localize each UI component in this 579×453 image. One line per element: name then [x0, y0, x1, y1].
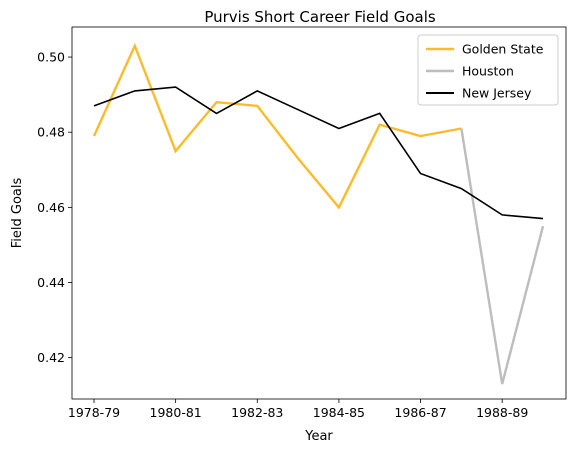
- x-tick-label: 1980-81: [150, 405, 202, 420]
- legend-label-new-jersey: New Jersey: [462, 86, 532, 101]
- y-tick-label: 0.48: [37, 125, 65, 140]
- x-tick-label: 1988-89: [476, 405, 528, 420]
- series-line-golden-state: [92, 42, 462, 210]
- x-tick-label: 1978-79: [68, 405, 120, 420]
- series-layer: [92, 42, 545, 385]
- chart-title: Purvis Short Career Field Goals: [204, 8, 436, 26]
- series-line-houston: [460, 128, 545, 385]
- legend: Golden State Houston New Jersey: [417, 34, 559, 106]
- y-tick-label: 0.44: [37, 275, 65, 290]
- x-axis: 1978-79 1980-81 1982-83 1984-85 1986-87 1988-…: [68, 399, 528, 420]
- x-tick-label: 1984-85: [313, 405, 365, 420]
- series-line-new-jersey: [93, 86, 544, 220]
- x-tick-label: 1986-87: [394, 405, 446, 420]
- legend-label-houston: Houston: [462, 64, 514, 79]
- y-axis: 0.42 0.44 0.46 0.48 0.50: [37, 50, 72, 365]
- y-axis-label: Field Goals: [10, 178, 25, 249]
- x-tick-label: 1982-83: [231, 405, 283, 420]
- y-tick-label: 0.46: [37, 200, 65, 215]
- legend-box: [417, 34, 559, 106]
- y-tick-label: 0.42: [37, 350, 65, 365]
- plot-frame: [71, 26, 567, 400]
- legend-label-golden-state: Golden State: [462, 42, 544, 57]
- y-tick-label: 0.50: [37, 50, 65, 65]
- x-axis-label: Year: [304, 429, 333, 444]
